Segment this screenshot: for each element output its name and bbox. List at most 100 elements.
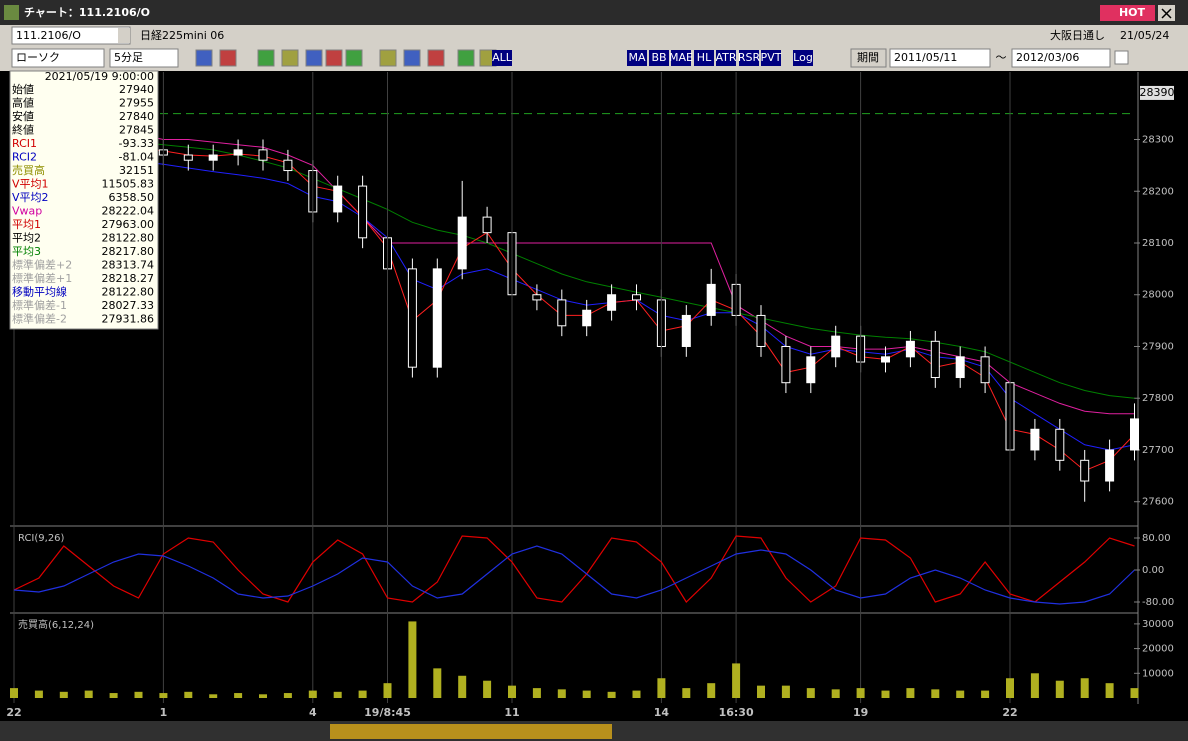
- scroll-thumb[interactable]: [330, 724, 612, 739]
- volume-bar: [732, 663, 741, 698]
- volume-bar: [532, 688, 541, 698]
- dropdown-arrow[interactable]: [118, 28, 130, 43]
- tool-icon-label: HL: [697, 51, 712, 64]
- volume-bar: [458, 675, 467, 698]
- candle-body: [258, 149, 268, 161]
- session: 大阪日通し: [1050, 28, 1105, 42]
- to-input[interactable]: [1011, 48, 1111, 68]
- chart-kind: ローソク: [16, 51, 60, 64]
- volume-bar: [1130, 688, 1139, 698]
- volume-bar: [159, 693, 168, 698]
- y-tick-label: 20000: [1142, 644, 1174, 655]
- info-label: 標準偏差+2: [12, 258, 72, 272]
- ma-line: [13, 154, 1135, 451]
- y-tick-label: 28200: [1142, 186, 1174, 197]
- volume-bar: [1105, 683, 1114, 698]
- y-tick-label: 28300: [1142, 135, 1174, 146]
- hot-button[interactable]: [1100, 5, 1155, 21]
- x-tick-label: 1: [160, 706, 168, 719]
- volume-bar: [632, 690, 641, 698]
- volume-bar: [383, 683, 392, 698]
- x-tick-label: 16:30: [719, 706, 754, 719]
- app-icon: [4, 5, 19, 20]
- info-value: 28027.33: [102, 299, 155, 312]
- x-tick-label: 14: [654, 706, 670, 719]
- tool-icon-label: BB: [651, 51, 666, 64]
- candle-body: [706, 283, 716, 316]
- candle-body: [358, 185, 368, 239]
- x-tick-label: 4: [309, 706, 317, 719]
- info-value: 27840: [119, 110, 154, 123]
- from-input[interactable]: [889, 48, 991, 68]
- y-tick-label: 30000: [1142, 619, 1174, 630]
- volume-bar: [308, 690, 317, 698]
- candle-body: [208, 154, 218, 161]
- volume-bar: [781, 685, 790, 698]
- info-label: 終値: [12, 123, 34, 137]
- tool-icon: [761, 50, 781, 66]
- date: 21/05/24: [1120, 29, 1169, 42]
- tool-icon: [627, 50, 647, 66]
- x-axis-bar: [0, 704, 1188, 721]
- candle-body: [881, 356, 890, 363]
- volume-bar: [657, 678, 666, 698]
- tool-icon: [694, 50, 714, 66]
- info-label: RCI2: [12, 151, 37, 164]
- y-tick-label: -80.00: [1142, 597, 1174, 608]
- volume-bar: [84, 690, 93, 698]
- tool-icon: [325, 49, 343, 67]
- info-label: 高値: [12, 96, 34, 110]
- chart-kind-select[interactable]: [11, 48, 105, 68]
- to-date: 2012/03/06: [1016, 51, 1079, 64]
- tool-icon-label: MAE: [669, 51, 693, 64]
- x-tick-label: 19: [853, 706, 868, 719]
- volume-bar: [333, 691, 342, 698]
- candle-body: [1130, 418, 1139, 451]
- title-bar: [0, 0, 1188, 25]
- candle-body: [582, 309, 592, 327]
- y-tick-label: 27700: [1142, 445, 1174, 456]
- y-tick-label: 0.00: [1142, 565, 1164, 576]
- info-value: 28122.80: [102, 286, 155, 299]
- volume-bar: [931, 689, 940, 698]
- y-tick-label: 28100: [1142, 238, 1174, 249]
- tool-icon: [739, 50, 759, 66]
- info-date: 2021/05/19 9:00:00: [45, 70, 154, 83]
- info-value: 11505.83: [102, 178, 155, 191]
- info-box: 2021/05/19 9:00:00 始値 27940 高値 27955 安値 27840 終…: [9, 70, 159, 330]
- info-value: -93.33: [119, 137, 154, 150]
- volume-bar: [408, 621, 417, 698]
- panel-title: 売買高(6,12,24): [18, 618, 94, 631]
- volume-bar: [234, 693, 243, 698]
- candle-body: [607, 294, 617, 311]
- info-panel: [9, 70, 159, 330]
- info-label: 標準偏差-2: [12, 312, 67, 326]
- panel-title: RCI(9,26): [18, 533, 65, 544]
- candle-body: [233, 149, 243, 156]
- y-tick-label: 10000: [1142, 668, 1174, 679]
- period-button[interactable]: [850, 48, 887, 68]
- hot-label[interactable]: HOT: [1119, 6, 1146, 19]
- volume-bar: [881, 690, 890, 698]
- tool-icon-label: ALL: [492, 51, 513, 64]
- symbol: 111.2106/O: [16, 29, 81, 42]
- rci-line: [13, 535, 1135, 603]
- window-title: チャート：111.2106/O: [24, 6, 150, 19]
- candle-body: [831, 335, 841, 358]
- rci-line: [13, 545, 1135, 605]
- candle-body: [681, 314, 691, 347]
- volume-bar: [956, 690, 965, 698]
- tool-icon-label: RSR: [738, 51, 761, 64]
- checkbox[interactable]: [1114, 50, 1129, 65]
- info-value: 28222.04: [102, 205, 155, 218]
- volume-bar: [1080, 678, 1089, 698]
- interval-select[interactable]: [109, 48, 179, 68]
- candle-body: [457, 216, 467, 270]
- volume-bar: [707, 683, 716, 698]
- volume-bar: [757, 685, 765, 698]
- period: 期間: [857, 51, 879, 64]
- tool-icon: [403, 49, 421, 67]
- ma-line: [13, 128, 1135, 399]
- volume-bar: [59, 691, 68, 698]
